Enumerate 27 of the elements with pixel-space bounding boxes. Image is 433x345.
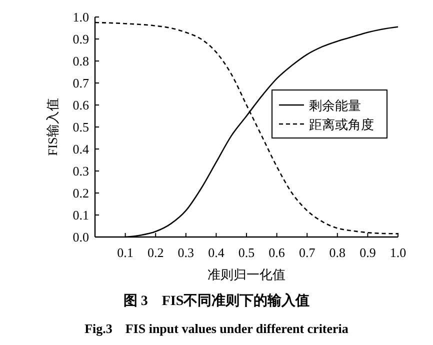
text: Fig.3 FIS input values under different criteria bbox=[84, 321, 349, 336]
y-tick-label: 1.0 bbox=[72, 10, 89, 24]
x-tick-label: 0.4 bbox=[208, 245, 225, 260]
y-tick-label: 0.7 bbox=[72, 76, 90, 90]
x-axis-title: 准则归一化值 bbox=[208, 267, 286, 282]
x-tick-label: 0.6 bbox=[268, 245, 286, 260]
y-tick-label: 0.5 bbox=[72, 120, 89, 134]
x-tick-label: 0.1 bbox=[117, 245, 134, 260]
legend-label: 距离或角度 bbox=[309, 117, 374, 132]
x-tick-label: 0.7 bbox=[298, 245, 316, 260]
text: 图 3 FIS不同准则下的输入值 bbox=[123, 293, 310, 309]
x-tick-label: 0.5 bbox=[238, 245, 255, 260]
x-tick-label: 0.8 bbox=[329, 245, 346, 260]
y-tick-label: 0.9 bbox=[72, 32, 89, 46]
y-tick-label: 0.8 bbox=[72, 54, 89, 68]
y-tick-label: 0.3 bbox=[72, 164, 89, 178]
y-tick-label: 0.6 bbox=[72, 98, 90, 112]
legend-label: 剩余能量 bbox=[309, 98, 361, 113]
x-tick-label: 0.3 bbox=[178, 245, 194, 260]
x-tick-label: 1.0 bbox=[390, 245, 406, 260]
y-tick-label: 0.1 bbox=[72, 208, 89, 222]
y-tick-label: 0.4 bbox=[72, 142, 90, 156]
x-tick-label: 0.9 bbox=[360, 245, 376, 260]
x-tick-label: 0.2 bbox=[147, 245, 164, 260]
y-axis-title: FIS输入值 bbox=[45, 98, 60, 156]
y-tick-label: 0.0 bbox=[72, 230, 89, 244]
y-tick-label: 0.2 bbox=[72, 186, 89, 200]
